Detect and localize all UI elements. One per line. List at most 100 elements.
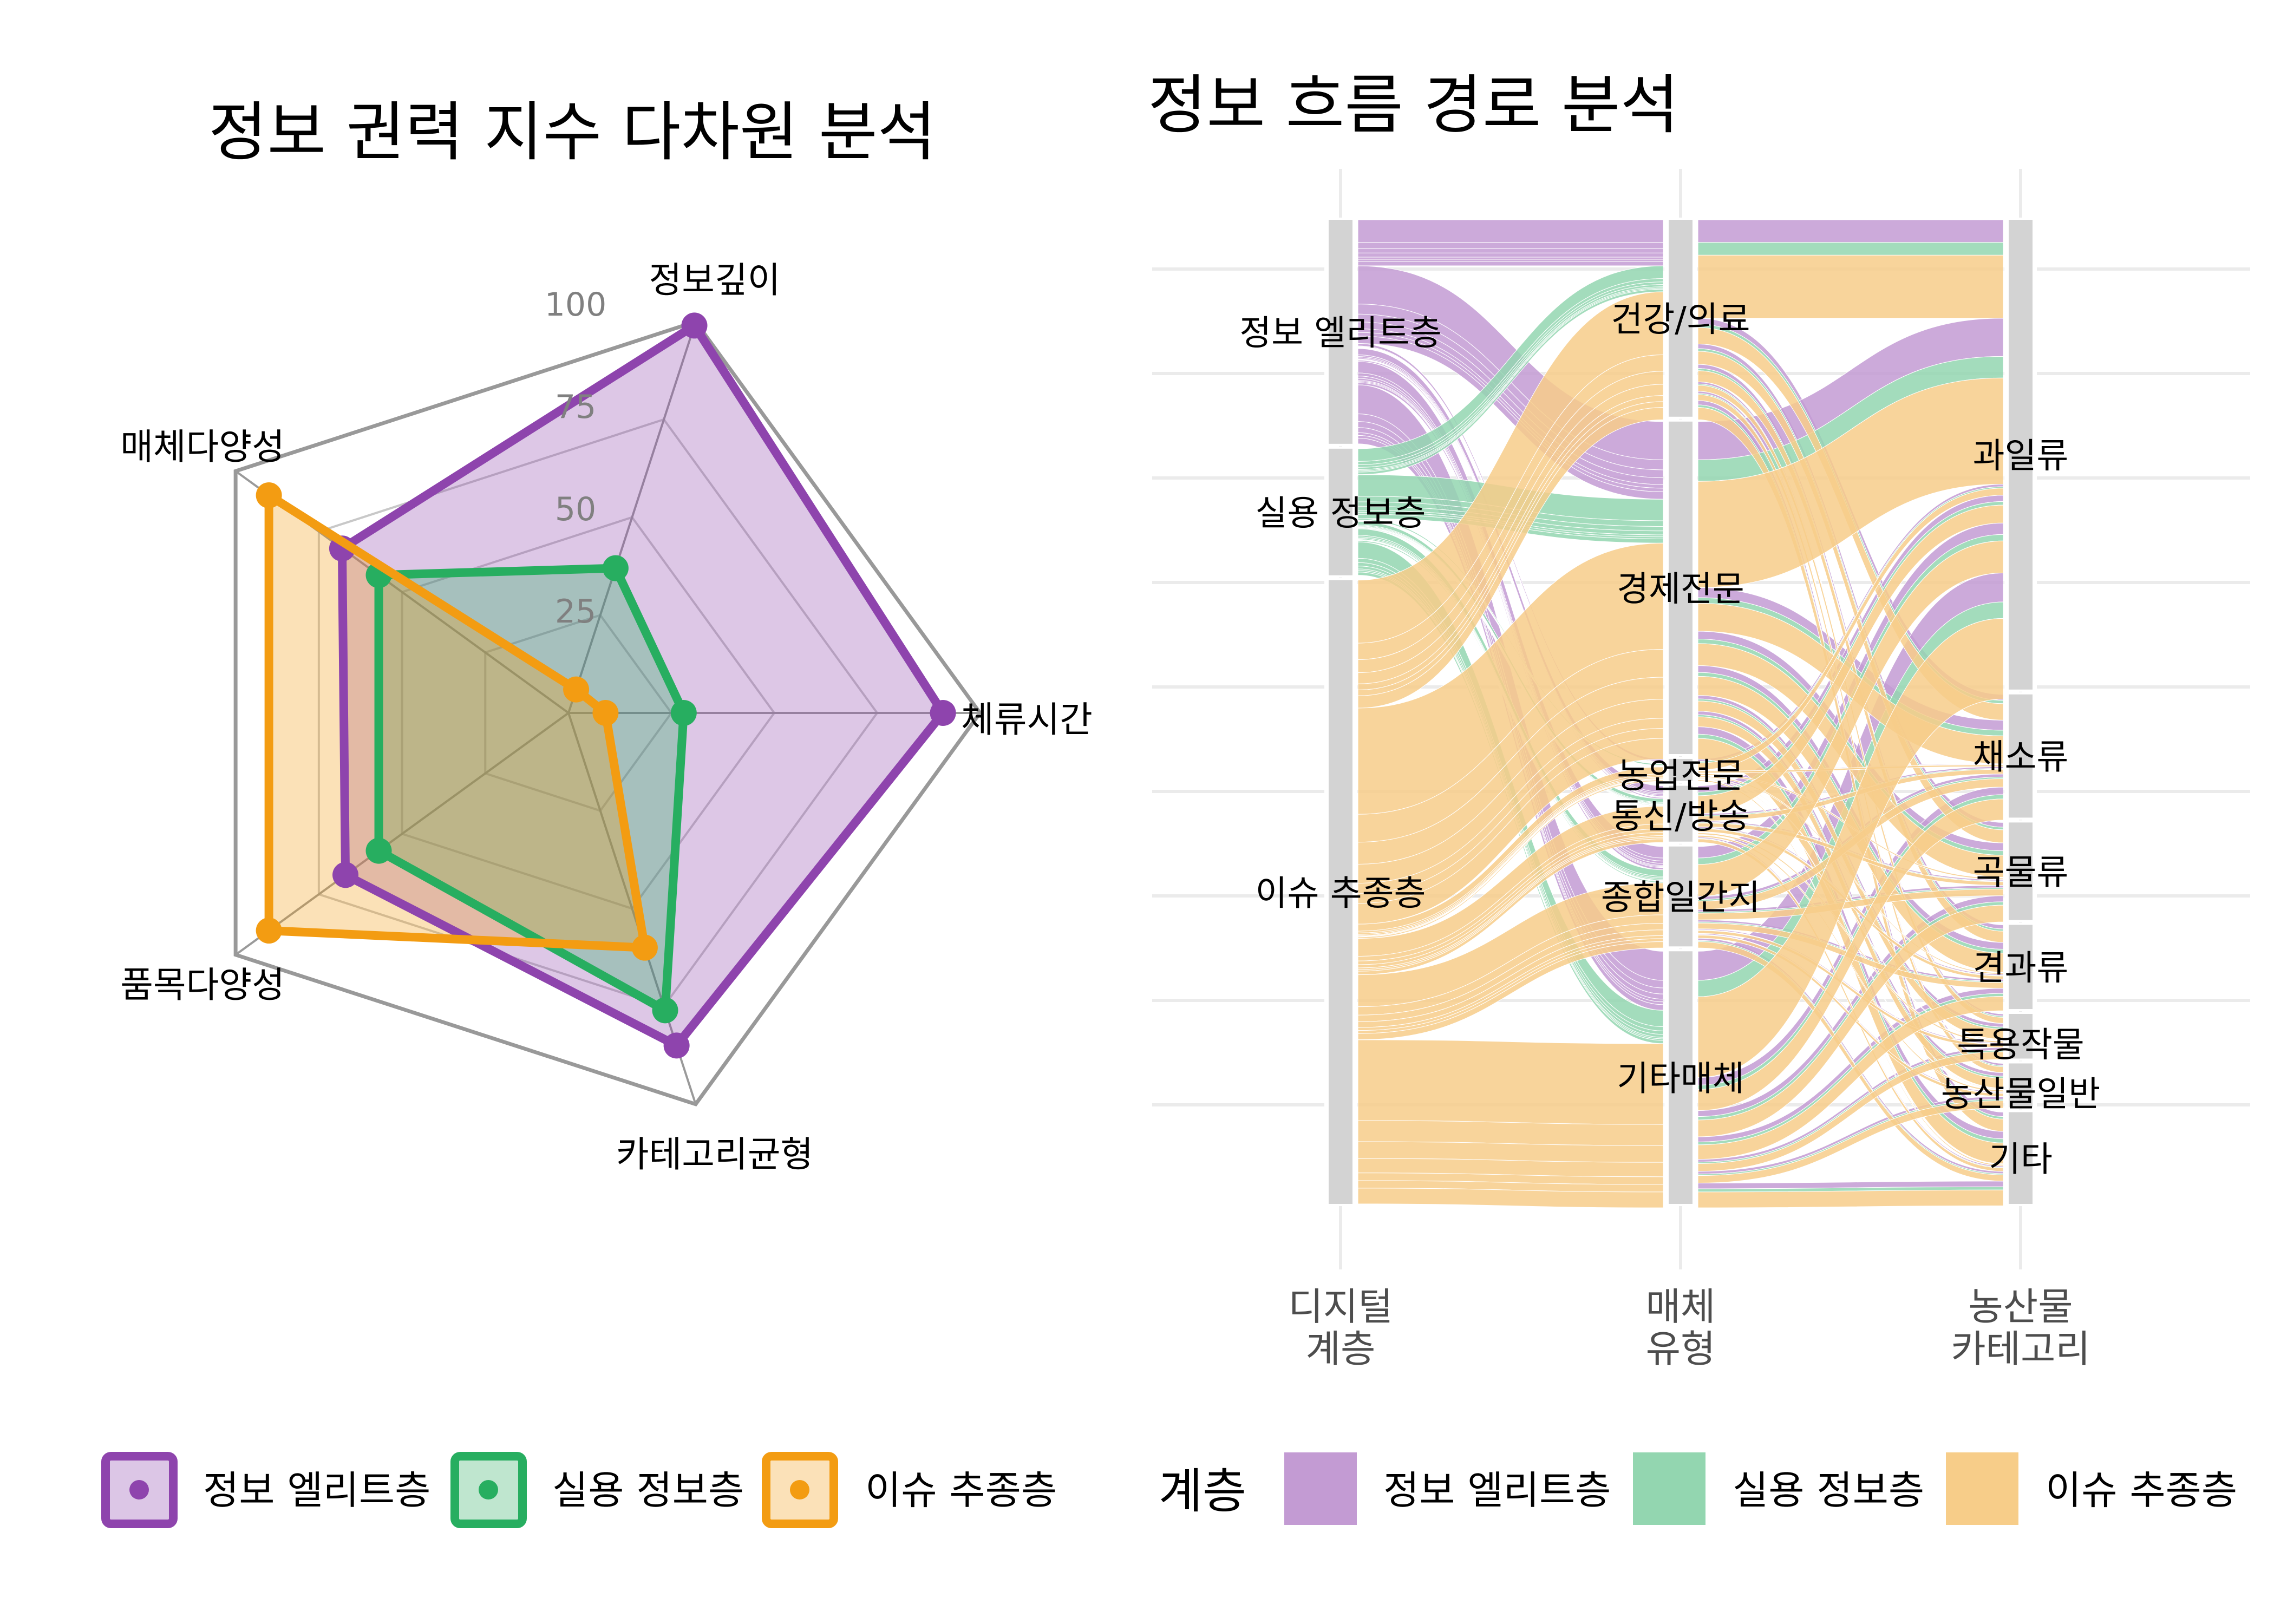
alluvial-legend: 계층 정보 엘리트층 실용 정보층 이슈 추종층	[1159, 1452, 2237, 1525]
alluvial-flow-layer-media	[1357, 248, 1664, 253]
alluvial-flow-media-category	[1697, 996, 2004, 1160]
radar-tick-label: 25	[555, 593, 596, 631]
alluvial-flow-layer-media	[1357, 242, 1664, 249]
stratum-label: 기타매체	[1617, 1059, 1744, 1099]
alluvial-flow-media-category	[1697, 377, 2004, 588]
stratum-box	[2009, 1112, 2033, 1204]
alluvial-flow-media-category	[1697, 1051, 2004, 1172]
alluvial-flow-layer-media	[1357, 252, 1664, 258]
alluvial-flow-layer-media	[1357, 738, 1664, 925]
alluvial-flow-media-category	[1697, 1189, 2004, 1208]
stratum-box	[1329, 220, 1352, 444]
radar-area-0	[342, 325, 943, 1046]
stratum-box	[1669, 846, 1693, 947]
alluvial-x-axis-label: 카테고리	[1951, 1327, 2090, 1371]
alluvial-flow-layer-media	[1357, 839, 1664, 975]
radar-series	[256, 312, 956, 1059]
alluvial-flow-media-category	[1697, 798, 2004, 1111]
stratum-label: 기타	[1989, 1140, 2053, 1180]
legend-point-icon-issue	[790, 1480, 809, 1499]
alluvial-title: 정보 흐름 경로 분석	[1148, 68, 1679, 142]
alluvial-flow-layer-media	[1357, 257, 1664, 260]
radar-spoke	[234, 712, 570, 956]
alluvial-flow-layer-media	[1357, 261, 1664, 266]
radar-line-0	[337, 321, 948, 1050]
stratum-label: 종합일간지	[1601, 878, 1760, 918]
alluvial-flow-layer-media	[1357, 1188, 1664, 1208]
stratum-label: 건강/의료	[1611, 300, 1750, 340]
alluvial-flow-media-category	[1697, 1100, 2004, 1184]
alluvial-legend-key-elite	[1284, 1452, 1357, 1525]
stratum-label: 경제전문	[1617, 569, 1744, 610]
radar-tick-labels: 25 50 75 100	[545, 286, 607, 631]
legend-point-icon-elite	[129, 1480, 149, 1499]
alluvial-flow-layer-media	[1357, 407, 1664, 709]
alluvial-x-axis-label: 유형	[1646, 1327, 1716, 1371]
stratum-label: 곡물류	[1973, 853, 2069, 893]
alluvial-flow-media-category	[1697, 905, 2004, 1137]
radar-point	[631, 934, 658, 961]
radar-legend-item-practical: 실용 정보층	[450, 1452, 744, 1528]
alluvial-flow-layer-media	[1357, 259, 1664, 262]
stratum-box	[1329, 448, 1352, 575]
stratum-label: 농산물일반	[1941, 1075, 2100, 1115]
alluvial-flow-media-category	[1697, 254, 2004, 319]
radar-tick-label: 100	[545, 286, 607, 324]
radar-point	[652, 997, 678, 1024]
stratum-box	[1669, 758, 1693, 781]
stratum-label: 이슈 추종층	[1256, 874, 1426, 914]
alluvial-flow-media-category	[1697, 780, 2004, 1167]
alluvial-flow-media-category	[1697, 219, 2004, 243]
stratum-box	[2009, 1014, 2033, 1059]
stratum-label: 통신/방송	[1611, 797, 1750, 837]
radar-spoke	[567, 321, 697, 713]
radar-line-1	[374, 564, 688, 1015]
radar-area-2	[269, 495, 645, 948]
alluvial-legend-key-issue	[1946, 1452, 2018, 1525]
radar-point	[670, 700, 697, 726]
stratum-label: 실용 정보층	[1256, 494, 1426, 534]
alluvial-flow-layer-media	[1357, 219, 1664, 243]
alluvial-legend-label-elite: 정보 엘리트층	[1383, 1468, 1611, 1513]
radar-legend: 정보 엘리트층 실용 정보층 이슈 추종층	[101, 1452, 1057, 1528]
alluvial-flow-media-category	[1697, 242, 2004, 256]
alluvial-x-axis-label: 매체	[1646, 1285, 1716, 1329]
alluvial-legend-title: 계층	[1159, 1463, 1246, 1519]
stratum-box	[1669, 421, 1693, 754]
alluvial-legend-label-issue: 이슈 추종층	[2046, 1468, 2237, 1513]
alluvial-x-axis-label: 농산물	[1968, 1285, 2073, 1329]
alluvial-legend-label-practical: 실용 정보층	[1733, 1468, 1924, 1513]
stratum-box	[1669, 951, 1693, 1204]
stratum-label: 채소류	[1973, 738, 2069, 778]
alluvial-flow-media-category	[1697, 505, 2004, 814]
radar-tick-label: 50	[555, 490, 596, 528]
radar-point	[592, 700, 619, 726]
radar-point	[563, 676, 590, 703]
stratum-box	[1669, 785, 1693, 842]
alluvial-flows	[1357, 219, 2004, 1208]
radar-point	[681, 312, 708, 339]
legend-label-elite: 정보 엘리트층	[203, 1468, 430, 1513]
stratum-label: 견과류	[1973, 948, 2069, 988]
stratum-box	[1329, 580, 1352, 1204]
radar-point	[930, 700, 956, 726]
alluvial-flow-media-category	[1697, 540, 2004, 897]
stratum-label: 과일류	[1973, 436, 2069, 476]
stratum-box	[2009, 1063, 2033, 1108]
alluvial-flow-layer-media	[1357, 780, 1664, 939]
radar-axis-label: 체류시간	[961, 699, 1093, 741]
stratum-label: 정보 엘리트층	[1239, 313, 1442, 353]
stratum-box	[1669, 220, 1693, 417]
alluvial-flow-media-category	[1697, 941, 2004, 1182]
legend-label-issue: 이슈 추종층	[865, 1468, 1057, 1513]
radar-area-1	[378, 568, 684, 1011]
alluvial-x-axis-label: 디지털	[1288, 1285, 1393, 1329]
radar-ring-100	[233, 319, 983, 1106]
radar-axis-label: 정보깊이	[649, 259, 781, 301]
stratum-box	[2009, 822, 2033, 920]
